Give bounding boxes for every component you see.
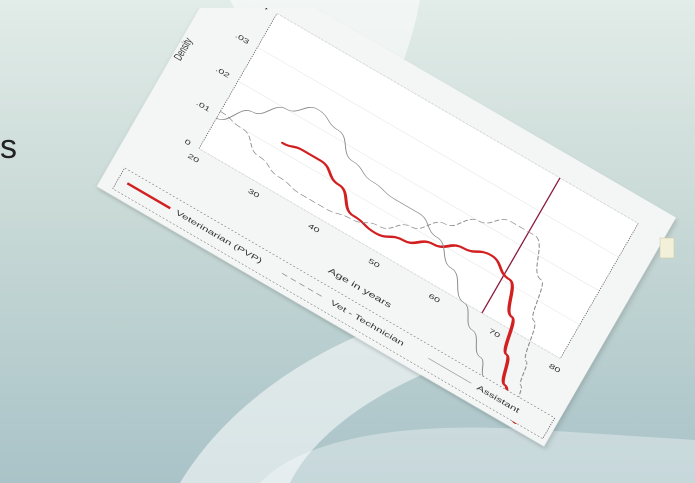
gridline bbox=[257, 46, 619, 258]
legend-swatch-veterinarian bbox=[126, 182, 171, 210]
series-line-0 bbox=[281, 141, 517, 424]
gridline bbox=[198, 148, 561, 359]
gridline bbox=[276, 13, 639, 224]
legend-swatch-vet-technician bbox=[281, 272, 326, 299]
series-line-1 bbox=[219, 111, 543, 403]
edge-tab bbox=[659, 237, 675, 259]
legend-swatch-assistant bbox=[428, 358, 472, 384]
slide-title-fragment: s bbox=[0, 128, 17, 166]
swoosh-curve-lower bbox=[260, 427, 695, 483]
gridline bbox=[218, 114, 580, 326]
legend-box bbox=[112, 167, 556, 440]
y-tick-label: 0 bbox=[183, 138, 192, 147]
gridlines bbox=[198, 13, 639, 359]
reference-line bbox=[481, 177, 561, 314]
gridline bbox=[237, 80, 600, 292]
